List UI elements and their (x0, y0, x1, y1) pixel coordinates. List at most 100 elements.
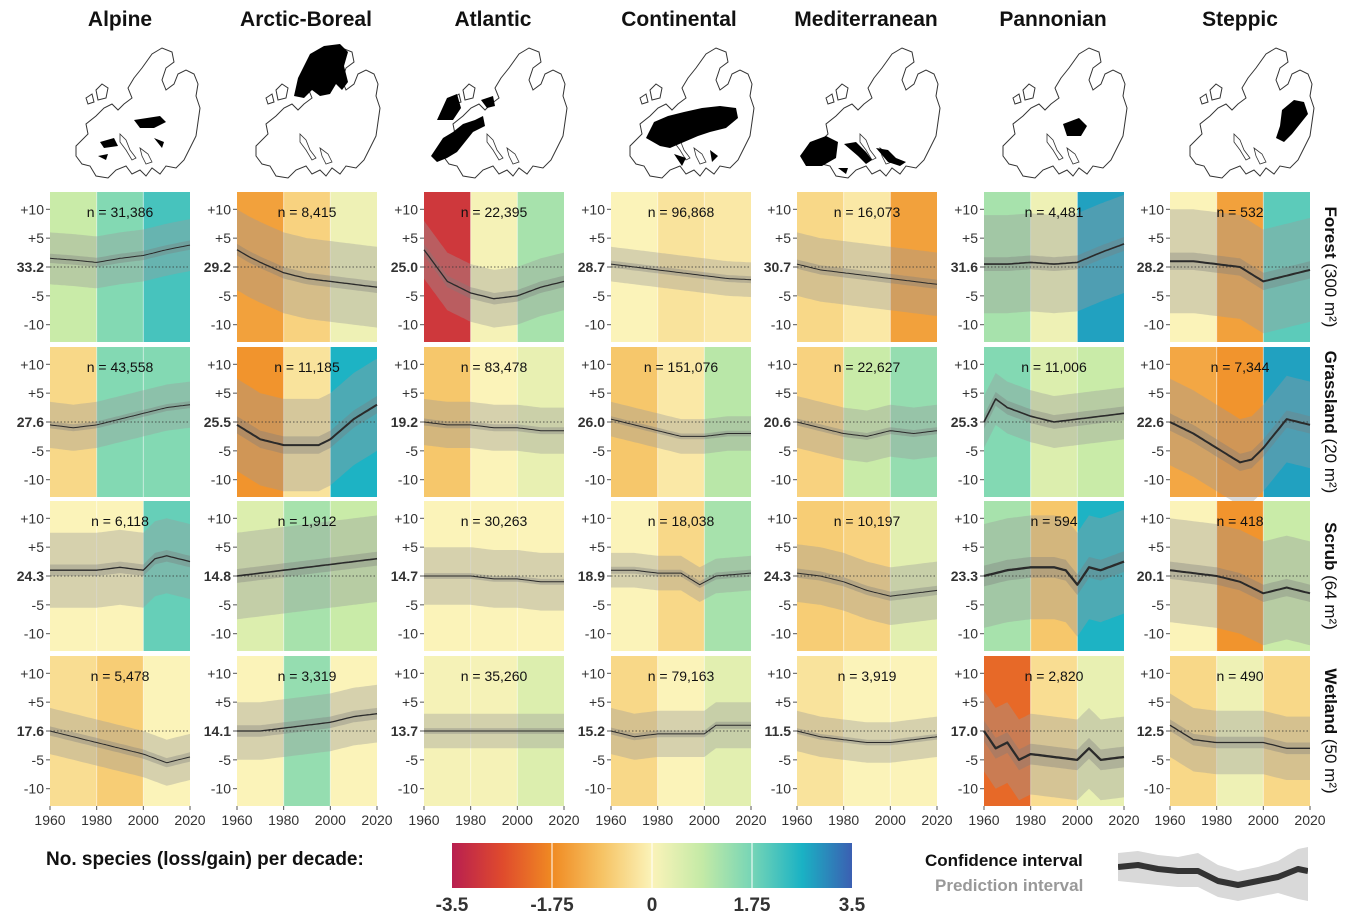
y-tick-label: +10 (767, 201, 791, 217)
baseline-value-label: 17.0 (951, 723, 978, 739)
y-tick-label: -10 (958, 781, 978, 797)
trend-line (237, 713, 378, 732)
y-tick-label: -10 (585, 781, 605, 797)
trend-line (796, 572, 938, 597)
y-tick-label: +10 (1140, 356, 1164, 372)
confidence-interval (50, 726, 190, 768)
trend-line (49, 244, 191, 263)
sample-size-label: n = 4,481 (1025, 204, 1084, 220)
y-tick-label: -5 (966, 597, 979, 613)
prediction-interval (797, 232, 937, 316)
panel-pannonian-forest: n = 4,481 +10 +5 -5 -10 31.6 (951, 192, 1125, 342)
y-tick-label: -5 (593, 597, 606, 613)
prediction-interval (611, 246, 751, 297)
prediction-interval (984, 690, 1124, 801)
trend-line (236, 557, 378, 577)
panel-atlantic-scrub: n = 30,263 +10 +5 -5 -10 14.7 (391, 501, 564, 651)
legend-confidence-label: Confidence interval (925, 851, 1083, 870)
y-tick-label: +5 (962, 385, 978, 401)
y-tick-label: -10 (585, 317, 605, 333)
trend-line (611, 569, 752, 586)
panel-arctic-boreal-grassland: n = 11,185 +10 +5 -5 -10 25.5 (204, 347, 378, 497)
region-title-mediterranean: Mediterranean (794, 8, 938, 31)
y-tick-label: -5 (406, 443, 419, 459)
confidence-interval (50, 401, 190, 432)
y-tick-label: -5 (219, 443, 232, 459)
panel-arctic-boreal-wetland: n = 3,319 +10 +5 -5 -10 14.1 1960 1980 2000 2020 (204, 656, 393, 828)
trend-line (984, 243, 1125, 265)
panel-alpine-forest: n = 31,386 +10 +5 -5 -10 33.2 (17, 192, 191, 342)
confidence-interval (237, 243, 377, 293)
panel-mediterranean-grassland: n = 22,627 +10 +5 -5 -10 20.6 (764, 347, 938, 497)
y-tick-label: +5 (215, 539, 231, 555)
y-tick-label: +5 (589, 230, 605, 246)
y-tick-label: -10 (771, 626, 791, 642)
y-tick-label: +5 (1148, 539, 1164, 555)
y-tick-label: +10 (767, 665, 791, 681)
sample-size-label: n = 8,415 (278, 204, 337, 220)
region-title-pannonian: Pannonian (999, 8, 1107, 31)
map-continental (629, 47, 755, 179)
prediction-interval (611, 552, 751, 602)
x-tick-label: 2020 (735, 812, 766, 828)
prediction-interval (984, 194, 1124, 314)
legend-confidence-line (1118, 862, 1308, 888)
region-title-continental: Continental (621, 8, 737, 31)
panel-steppic-wetland: n = 490 +10 +5 -5 -10 12.5 1960 1980 2000 2020 (1137, 656, 1326, 828)
sample-size-label: n = 11,185 (274, 359, 340, 375)
prediction-interval (1170, 209, 1310, 334)
y-tick-label: -10 (958, 626, 978, 642)
colorbar-tick: 3.5 (838, 895, 866, 916)
colorbar-tick: 0 (646, 895, 658, 916)
trend-line (424, 575, 564, 583)
y-tick-label: -5 (1152, 752, 1165, 768)
baseline-value-label: 17.6 (17, 723, 44, 739)
panel-pannonian-scrub: n = 594 +10 +5 -5 -10 23.3 (951, 501, 1125, 651)
colorbar-tick: -3.5 (435, 895, 469, 916)
region-title-alpine: Alpine (87, 8, 153, 31)
y-tick-label: -5 (1152, 597, 1165, 613)
sample-size-label: n = 16,073 (834, 204, 901, 220)
baseline-value-label: 18.9 (578, 568, 605, 584)
panel-steppic-forest: n = 532 +10 +5 -5 -10 28.2 (1137, 192, 1311, 342)
y-tick-label: -5 (966, 443, 979, 459)
baseline-value-label: 30.7 (764, 259, 791, 275)
y-tick-label: +5 (215, 694, 231, 710)
x-tick-label: 2000 (502, 812, 533, 828)
y-tick-label: +10 (20, 201, 44, 217)
y-tick-label: -10 (211, 781, 231, 797)
panel-steppic-scrub: n = 418 +10 +5 -5 -10 20.1 (1137, 501, 1311, 651)
y-tick-label: +10 (394, 356, 418, 372)
trend-line (50, 555, 191, 571)
map-alpine (75, 47, 201, 179)
confidence-interval (50, 550, 190, 576)
prediction-interval (237, 358, 377, 492)
map-atlantic (431, 47, 568, 179)
baseline-value-label: 15.2 (578, 723, 605, 739)
y-tick-label: -10 (1144, 317, 1164, 333)
colorbar (452, 843, 852, 888)
baseline-value-label: 28.7 (578, 259, 605, 275)
x-tick-label: 1960 (781, 812, 812, 828)
trend-line (796, 730, 938, 743)
sample-size-label: n = 7,344 (1211, 359, 1270, 375)
x-tick-label: 2000 (1248, 812, 1279, 828)
prediction-interval (424, 220, 564, 328)
y-tick-label: -10 (398, 781, 418, 797)
y-tick-label: -10 (771, 317, 791, 333)
trend-line (236, 249, 378, 288)
y-tick-label: +5 (215, 385, 231, 401)
y-tick-label: +10 (1140, 201, 1164, 217)
y-tick-label: -5 (32, 443, 45, 459)
confidence-interval (50, 240, 190, 267)
baseline-value-label: 31.6 (951, 259, 978, 275)
prediction-interval (50, 219, 190, 289)
trend-line (796, 421, 938, 437)
baseline-value-label: 23.3 (951, 568, 978, 584)
sample-size-label: n = 22,395 (461, 204, 528, 220)
y-tick-label: -5 (779, 443, 792, 459)
baseline-value-label: 25.3 (951, 414, 978, 430)
y-tick-label: +10 (1140, 510, 1164, 526)
sample-size-label: n = 11,006 (1021, 359, 1087, 375)
x-tick-label: 1960 (221, 812, 252, 828)
